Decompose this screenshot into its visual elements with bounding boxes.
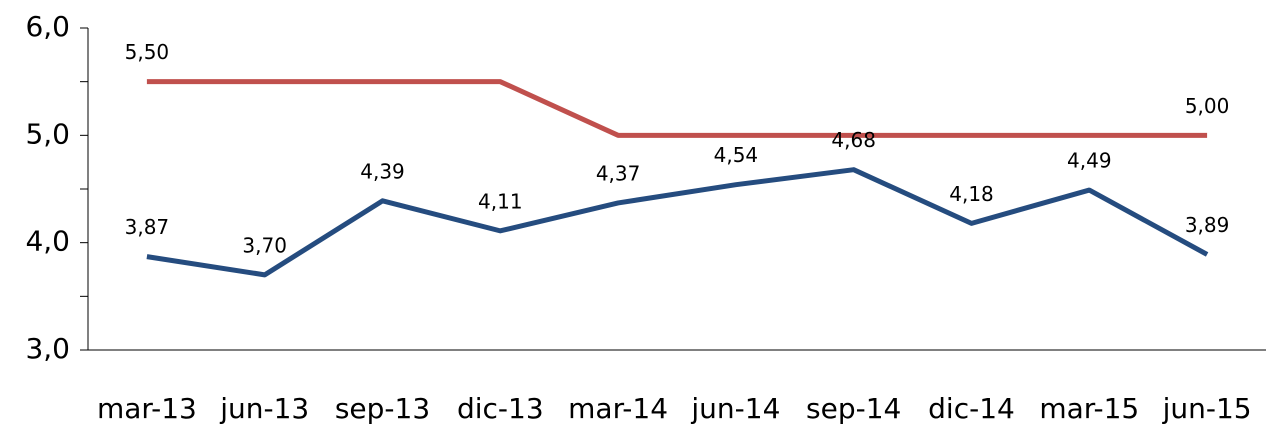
x-tick-label: jun-13 xyxy=(219,392,309,425)
value-label: 4,39 xyxy=(360,159,405,183)
value-label: 3,89 xyxy=(1185,213,1230,237)
value-label: 5,50 xyxy=(125,40,170,64)
x-tick-label: mar-14 xyxy=(568,392,668,425)
x-tick-label: sep-13 xyxy=(335,392,430,425)
y-tick-label: 6,0 xyxy=(25,10,70,43)
x-tick-label: mar-15 xyxy=(1039,392,1139,425)
value-label: 4,68 xyxy=(831,128,876,152)
value-label: 3,87 xyxy=(125,215,170,239)
x-tick-label: jun-15 xyxy=(1162,392,1252,425)
value-label: 4,49 xyxy=(1067,149,1112,173)
value-label: 4,18 xyxy=(949,182,994,206)
x-tick-label: dic-14 xyxy=(928,392,1015,425)
x-tick-label: dic-13 xyxy=(457,392,544,425)
line-series xyxy=(146,167,1209,278)
x-tick-label: mar-13 xyxy=(97,392,197,425)
y-tick-label: 5,0 xyxy=(25,117,70,150)
y-tick-label: 4,0 xyxy=(25,225,70,258)
y-tick-label: 3,0 xyxy=(25,332,70,365)
x-tick-label: sep-14 xyxy=(806,392,901,425)
value-label: 3,70 xyxy=(242,233,287,257)
value-label: 5,00 xyxy=(1185,94,1230,118)
x-tick-label: jun-14 xyxy=(690,392,780,425)
value-label: 4,54 xyxy=(714,143,759,167)
line-series xyxy=(146,79,1208,138)
value-label: 4,11 xyxy=(478,189,523,213)
value-label: 4,37 xyxy=(596,161,641,185)
